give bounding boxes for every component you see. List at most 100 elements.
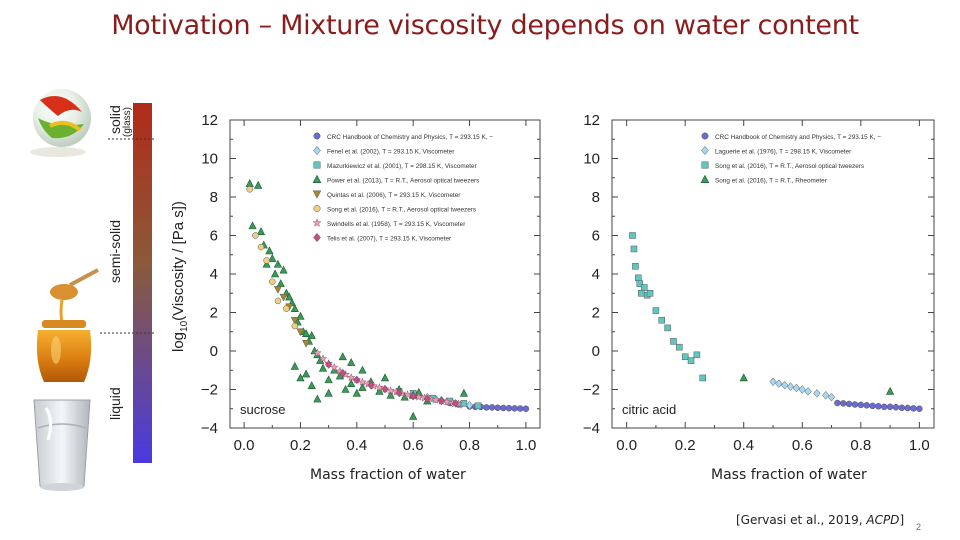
data-point: [505, 404, 513, 412]
data-point: [804, 387, 812, 396]
data-point: [279, 293, 288, 302]
data-point: [885, 386, 895, 395]
slide-title: Motivation – Mixture viscosity depends o…: [111, 10, 859, 41]
data-point: [329, 362, 339, 372]
data-point: [892, 403, 900, 411]
data-point: [465, 400, 474, 410]
legend-marker: [313, 145, 321, 156]
data-point: [904, 404, 911, 412]
data-point: [786, 382, 795, 391]
data-point: [265, 246, 274, 255]
data-point: [437, 396, 445, 406]
legend-label: Song et al. (2016), T = R.T., Rheometer: [715, 178, 828, 185]
data-point: [822, 390, 830, 400]
legend-marker: [313, 232, 321, 243]
data-point: [252, 232, 259, 239]
chart-annotation: citric acid: [622, 402, 676, 417]
data-point: [886, 403, 894, 411]
data-point: [646, 290, 654, 297]
data-point: [851, 401, 859, 408]
y-tick-label: 0: [592, 343, 600, 360]
data-point: [775, 379, 783, 389]
y-tick-label: 12: [583, 112, 600, 129]
data-point: [781, 380, 789, 390]
legend-marker: [313, 205, 321, 212]
data-point: [630, 245, 638, 253]
data-point: [798, 385, 806, 394]
data-point: [273, 286, 282, 294]
y-tick-label: 12: [201, 112, 218, 129]
data-point: [381, 384, 389, 394]
y-tick-label: 10: [583, 151, 600, 168]
legend-label: Song et al. (2016), T = R.T., Aerosol op…: [715, 163, 864, 170]
data-point: [357, 377, 367, 386]
data-point: [269, 278, 276, 285]
data-point: [318, 354, 328, 363]
legend-marker: [701, 145, 709, 156]
y-tick-label: 2: [592, 305, 600, 322]
data-point: [296, 328, 305, 337]
legend-label: Song et al. (2016), T = R.T., Aerosol op…: [327, 207, 476, 214]
data-point: [670, 338, 677, 345]
data-point: [325, 360, 333, 369]
legend-marker: [700, 174, 710, 183]
honey-jar-image: [36, 268, 99, 382]
y-tick-label: 0: [210, 343, 218, 360]
data-point: [840, 400, 847, 407]
data-point: [431, 395, 441, 404]
data-point: [857, 401, 865, 409]
data-point: [338, 352, 347, 361]
data-point: [898, 404, 906, 412]
data-point: [341, 384, 350, 393]
y-tick-label: 8: [210, 189, 218, 206]
legend-label: Telis et al. (2007), T = 293.15 K, Visco…: [327, 236, 452, 243]
x-tick-label: 0.8: [459, 437, 480, 454]
data-point: [511, 405, 518, 412]
data-point: [262, 259, 271, 268]
legend-label: Swindells et al. (1958), T = 293.15 K, V…: [327, 221, 466, 228]
legend-marker: [312, 174, 322, 183]
data-point: [423, 394, 431, 404]
data-point: [291, 322, 299, 330]
data-point: [375, 382, 384, 392]
data-point: [283, 305, 290, 312]
data-point: [522, 405, 530, 412]
data-point: [290, 316, 299, 325]
data-point: [339, 368, 347, 378]
x-tick-label: 0.2: [290, 437, 311, 454]
data-point: [285, 292, 294, 301]
data-point: [636, 280, 644, 287]
data-point: [409, 411, 418, 420]
page-number: 2: [916, 522, 922, 532]
data-point: [693, 351, 701, 359]
data-point: [629, 232, 636, 239]
data-point: [301, 369, 311, 378]
x-tick-label: 0.8: [850, 437, 871, 454]
legend-label: Power et al. (2013), T = R.T., Aerosol o…: [327, 178, 479, 185]
svg-text:log10(Viscosity / [Pa s]): log10(Viscosity / [Pa s]): [170, 201, 190, 352]
water-glass-image: [33, 399, 91, 491]
data-point: [279, 265, 288, 274]
y-tick-label: 8: [592, 189, 600, 206]
data-point: [500, 404, 507, 412]
y-tick-label: −4: [201, 420, 218, 437]
data-point: [409, 391, 417, 401]
legend-label: Mazurkiewicz et al. (2001), T = 298.15 K…: [327, 163, 478, 170]
data-point: [290, 361, 299, 370]
x-tick-label: 0.4: [733, 437, 754, 454]
data-point: [652, 307, 660, 314]
y-tick-label: 4: [592, 266, 600, 283]
data-point: [318, 363, 328, 372]
data-point: [290, 304, 299, 312]
x-tick-label: 0.0: [616, 437, 637, 454]
data-point: [916, 405, 923, 412]
legend-label: CRC Handbook of Chemistry and Physics, T…: [327, 134, 493, 141]
x-tick-label: 0.4: [346, 437, 367, 454]
data-point: [324, 388, 333, 397]
data-point: [635, 274, 642, 282]
data-point: [875, 402, 882, 410]
data-point: [845, 400, 853, 408]
data-point: [245, 178, 254, 187]
data-point: [313, 348, 322, 357]
marble-image: [30, 89, 91, 157]
